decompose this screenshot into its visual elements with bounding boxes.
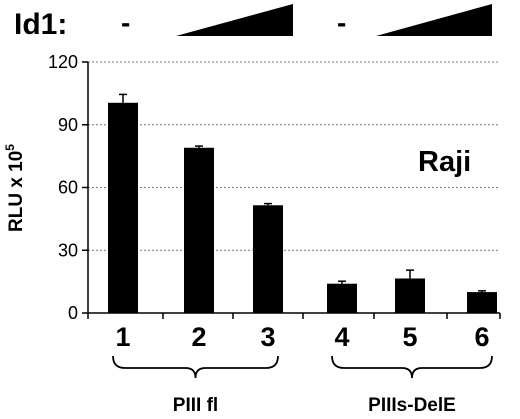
grid-lines xyxy=(88,61,500,251)
x-tick-label: 4 xyxy=(334,322,349,352)
bar xyxy=(253,205,283,313)
group-label: PIIIs-DelE xyxy=(368,395,456,416)
y-tick-label: 0 xyxy=(68,303,78,323)
y-tick-label: 90 xyxy=(58,115,78,135)
x-tick-label: 2 xyxy=(191,322,206,352)
axes xyxy=(87,62,501,319)
treatment-ramp-1 xyxy=(176,4,293,36)
bar xyxy=(395,278,425,313)
bar xyxy=(327,283,357,313)
x-tick-labels: 1 2 3 4 5 6 xyxy=(115,322,489,352)
group-bracket xyxy=(112,355,279,379)
treatment-label: Id1: xyxy=(14,8,67,41)
group-bracket xyxy=(331,355,493,379)
y-axis-label-main: RLU x 10 xyxy=(6,151,27,232)
x-tick-label: 1 xyxy=(115,322,130,352)
y-tick-labels: 0 30 60 90 120 xyxy=(48,52,88,323)
x-tick-label: 3 xyxy=(260,322,275,352)
y-axis-label: RLU x 105 xyxy=(3,144,27,232)
bar xyxy=(108,102,138,313)
y-tick-label: 30 xyxy=(58,240,78,260)
bars xyxy=(108,93,497,313)
treatment-ramp-2 xyxy=(376,4,492,36)
cell-line-annotation: Raji xyxy=(418,146,471,178)
y-tick-label: 60 xyxy=(58,178,78,198)
y-axis-label-superscript: 5 xyxy=(3,144,17,151)
treatment-absent-1: - xyxy=(121,7,130,38)
bar xyxy=(467,292,497,313)
bar xyxy=(184,147,214,313)
x-tick-label: 6 xyxy=(474,322,489,352)
x-tick-label: 5 xyxy=(402,322,417,352)
treatment-absent-2: - xyxy=(337,7,346,38)
group-label: PIII fl xyxy=(173,395,218,416)
y-tick-label: 120 xyxy=(48,52,78,72)
group-brackets: PIII fl PIIIs-DelE xyxy=(112,355,493,416)
